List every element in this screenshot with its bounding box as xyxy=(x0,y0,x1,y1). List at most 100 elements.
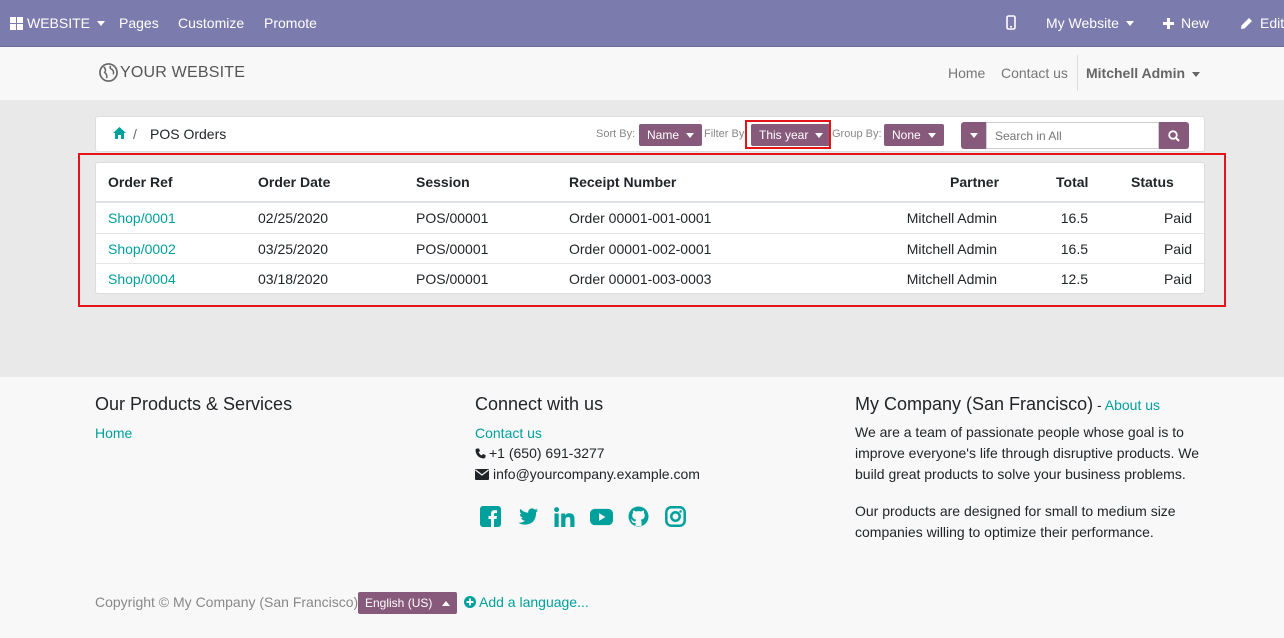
filter-by-dropdown[interactable]: This year xyxy=(751,124,832,146)
add-language-link[interactable]: Add a language... xyxy=(464,594,589,610)
search-filter-dropdown[interactable] xyxy=(961,122,987,149)
my-website-label: My Website xyxy=(1046,15,1119,31)
order-partner: Mitchell Admin xyxy=(906,210,997,226)
phone-icon xyxy=(475,448,486,459)
order-ref-link[interactable]: Shop/0004 xyxy=(108,271,176,287)
heading-separator: - xyxy=(1093,397,1105,413)
order-ref-link[interactable]: Shop/0002 xyxy=(108,241,176,257)
group-by-dropdown[interactable]: None xyxy=(884,124,944,146)
site-logo[interactable]: YOUR WEBSITE xyxy=(99,63,245,82)
pages-menu[interactable]: Pages xyxy=(119,15,159,31)
mobile-icon xyxy=(1006,15,1016,30)
github-icon[interactable] xyxy=(627,505,650,528)
promote-menu[interactable]: Promote xyxy=(264,15,317,31)
order-status: Paid xyxy=(1163,241,1192,257)
footer-products-title: Our Products & Services xyxy=(95,394,293,414)
order-date: 03/25/2020 xyxy=(258,241,329,257)
order-partner: Mitchell Admin xyxy=(906,271,997,287)
order-session: POS/00001 xyxy=(416,241,489,257)
footer-about-paragraph-1: We are a team of passionate people whose… xyxy=(855,422,1199,485)
table-row: Shop/0002 03/25/2020 POS/00001 Order 000… xyxy=(96,233,1204,263)
plus-icon xyxy=(1163,17,1174,29)
order-session: POS/00001 xyxy=(416,210,489,226)
social-links xyxy=(479,505,687,528)
caret-down-icon xyxy=(686,132,695,138)
order-session: POS/00001 xyxy=(416,271,489,287)
order-status: Paid xyxy=(1163,271,1192,287)
table-row: Shop/0001 02/25/2020 POS/00001 Order 000… xyxy=(96,203,1204,233)
phone-number: +1 (650) 691-3277 xyxy=(489,445,605,461)
nav-contact-us[interactable]: Contact us xyxy=(1001,65,1068,81)
new-label: New xyxy=(1181,15,1210,31)
order-date: 03/18/2020 xyxy=(258,271,329,287)
breadcrumb-current: POS Orders xyxy=(150,126,227,142)
caret-down-icon xyxy=(1125,20,1134,26)
admin-topbar: WEBSITE Pages Customize Promote My Websi… xyxy=(0,0,1284,46)
website-menu[interactable]: WEBSITE xyxy=(10,15,106,31)
linkedin-icon[interactable] xyxy=(553,505,576,528)
column-header-partner: Partner xyxy=(950,174,1000,190)
sort-by-label: Sort By: xyxy=(596,128,636,140)
footer-home-link[interactable]: Home xyxy=(95,425,133,441)
edit-label: Edit xyxy=(1260,15,1284,31)
envelope-icon xyxy=(475,469,489,480)
language-selector[interactable]: English (US) xyxy=(358,592,458,614)
sort-by-dropdown[interactable]: Name xyxy=(639,124,703,146)
site-footer: Our Products & Services Home Connect wit… xyxy=(0,377,1284,638)
caret-down-icon xyxy=(1192,71,1201,77)
column-header-order-ref: Order Ref xyxy=(108,174,173,190)
my-website-menu[interactable]: My Website xyxy=(1046,15,1134,31)
instagram-icon[interactable] xyxy=(664,505,687,528)
facebook-icon[interactable] xyxy=(479,505,502,528)
nav-home[interactable]: Home xyxy=(948,65,986,81)
paragraph-line: improve everyone's life through disrupti… xyxy=(855,445,1200,461)
paragraph-line: companies willing to optimize their perf… xyxy=(855,524,1154,540)
edit-button[interactable]: Edit xyxy=(1240,15,1284,31)
group-by-label: Group By: xyxy=(832,128,882,140)
user-menu[interactable]: Mitchell Admin xyxy=(1086,65,1201,81)
footer-company-heading: My Company (San Francisco) - About us xyxy=(855,394,1160,415)
table-highlight-box xyxy=(78,153,1226,307)
plus-circle-icon xyxy=(464,596,476,608)
site-header: YOUR WEBSITE Home Contact us Mitchell Ad… xyxy=(0,46,1284,100)
column-header-receipt-number: Receipt Number xyxy=(569,174,677,190)
footer-contact-link[interactable]: Contact us xyxy=(475,425,542,441)
paragraph-line: We are a team of passionate people whose… xyxy=(855,424,1184,440)
order-ref-link[interactable]: Shop/0001 xyxy=(108,210,176,226)
caret-down-icon xyxy=(927,132,936,138)
search-input[interactable] xyxy=(986,122,1159,149)
filter-highlight-box xyxy=(745,120,831,149)
filter-by-value: This year xyxy=(759,128,809,142)
breadcrumb-separator: / xyxy=(133,126,137,142)
customize-menu[interactable]: Customize xyxy=(178,15,245,31)
footer-about-paragraph-2: Our products are designed for small to m… xyxy=(855,501,1176,543)
order-status: Paid xyxy=(1163,210,1192,226)
search-icon xyxy=(1168,129,1180,142)
order-receipt: Order 00001-003-0003 xyxy=(569,271,712,287)
order-total: 16.5 xyxy=(1060,241,1088,257)
footer-about-link[interactable]: About us xyxy=(1104,397,1161,413)
footer-company-title: My Company (San Francisco) xyxy=(855,394,1094,414)
order-receipt: Order 00001-001-0001 xyxy=(569,210,712,226)
new-button[interactable]: New xyxy=(1163,15,1209,31)
order-receipt: Order 00001-002-0001 xyxy=(569,241,712,257)
order-total: 12.5 xyxy=(1060,271,1088,287)
home-icon[interactable] xyxy=(113,127,126,139)
nav-divider xyxy=(1077,55,1078,91)
column-header-total: Total xyxy=(1056,174,1089,190)
mobile-preview-button[interactable] xyxy=(1006,15,1016,30)
order-date: 02/25/2020 xyxy=(258,210,329,226)
website-menu-label: WEBSITE xyxy=(27,15,91,31)
search-button[interactable] xyxy=(1159,122,1189,149)
caret-up-icon xyxy=(442,600,451,606)
footer-phone: +1 (650) 691-3277 xyxy=(475,443,605,464)
pencil-icon xyxy=(1241,17,1252,29)
globe-icon xyxy=(99,63,118,82)
footer-connect-title: Connect with us xyxy=(475,394,604,414)
youtube-icon[interactable] xyxy=(590,505,613,528)
table-header-divider xyxy=(96,201,1204,203)
logo-text: YOUR WEBSITE xyxy=(120,63,246,81)
twitter-icon[interactable] xyxy=(516,505,539,528)
orders-table: Order Ref Order Date Session Receipt Num… xyxy=(95,162,1205,294)
order-total: 16.5 xyxy=(1060,210,1088,226)
